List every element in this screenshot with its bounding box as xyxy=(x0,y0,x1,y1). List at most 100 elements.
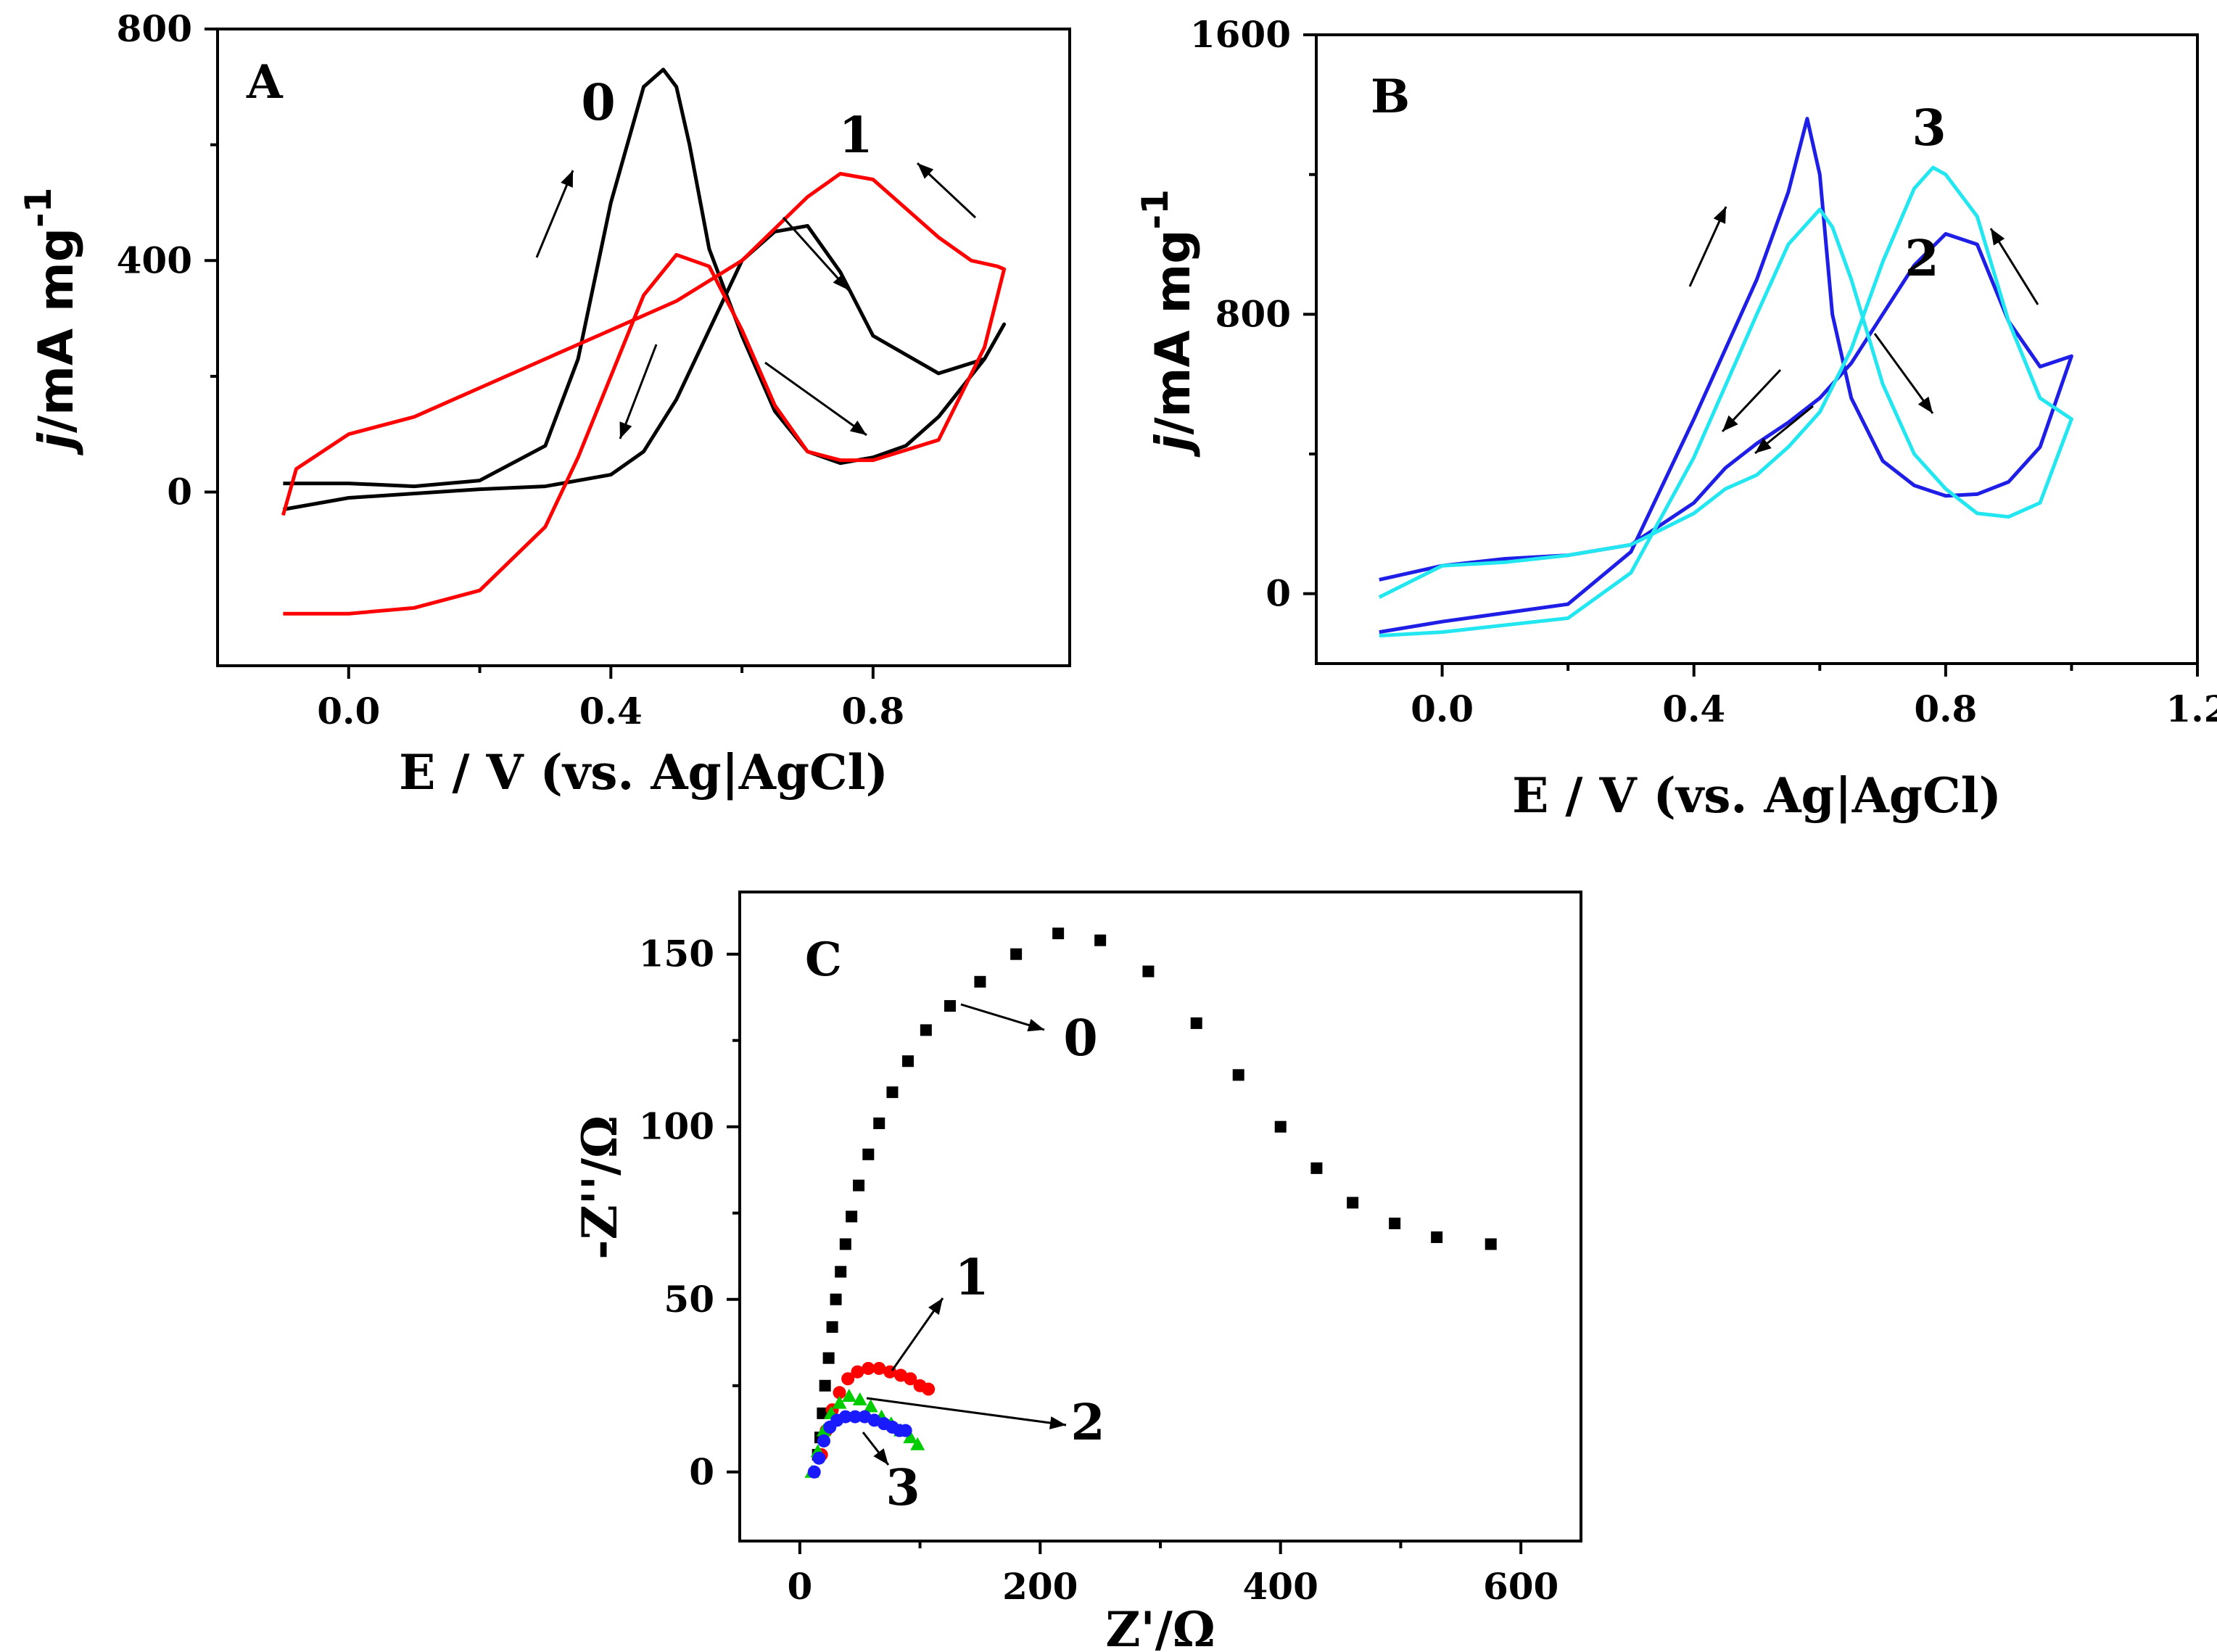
series-2-point xyxy=(852,1392,867,1405)
y-axis-title: -Z''/Ω xyxy=(571,1115,628,1260)
direction-arrow-head-2 xyxy=(1049,1416,1066,1429)
series-1-curve xyxy=(281,172,1007,616)
y-tick-label: 150 xyxy=(639,933,714,975)
y-axis-title: j/mA mg-1 xyxy=(1134,189,1201,458)
series-0-point xyxy=(822,1352,835,1364)
y-tick-label: 50 xyxy=(664,1278,714,1321)
direction-arrow-line-1 xyxy=(1873,333,1934,414)
series-0-point xyxy=(1190,1017,1202,1029)
plot-frame xyxy=(738,891,1582,1542)
curve-label-3: 3 xyxy=(1912,99,1946,157)
panel-label: B xyxy=(1371,70,1410,124)
series-0-point xyxy=(873,1117,885,1129)
series-0-point xyxy=(1094,934,1107,946)
series-0-point xyxy=(1347,1197,1359,1209)
series-3-point xyxy=(812,1451,826,1465)
series-1-point xyxy=(922,1382,936,1396)
direction-arrow-line-2 xyxy=(866,1397,1067,1426)
y-axis-title-superscript: -1 xyxy=(1134,189,1176,230)
direction-arrow-head-1 xyxy=(1917,396,1933,413)
series-0-point xyxy=(902,1055,914,1067)
series-0-point xyxy=(974,975,986,988)
direction-arrow-head-3 xyxy=(873,1448,888,1465)
y-tick-label: 800 xyxy=(117,7,192,50)
direction-arrow-head-4 xyxy=(849,420,867,435)
x-tick-label: 200 xyxy=(1002,1565,1078,1608)
direction-arrow-head-2 xyxy=(917,163,934,179)
x-axis-title: Z'/Ω xyxy=(1105,1601,1215,1652)
series-0-point xyxy=(1052,928,1065,940)
y-tick-label: 0 xyxy=(689,1450,714,1493)
y-tick-label: 0 xyxy=(1266,572,1291,615)
series-3-point xyxy=(807,1465,821,1479)
series-0-point xyxy=(819,1379,831,1392)
x-tick-label: 0.0 xyxy=(1411,687,1474,730)
series-0-point xyxy=(1232,1069,1244,1081)
series-0-point xyxy=(1310,1162,1323,1174)
series-0-point xyxy=(846,1210,858,1223)
y-tick-label: 1600 xyxy=(1190,13,1291,56)
series-0-point xyxy=(1431,1231,1443,1244)
y-axis-title-main: /mA mg xyxy=(1145,229,1201,434)
series-0-point xyxy=(862,1148,875,1160)
series-0-point xyxy=(826,1321,838,1333)
y-axis-title-main: /mA mg xyxy=(28,228,84,433)
x-tick-label: 0.4 xyxy=(579,690,643,732)
curve-label-1: 1 xyxy=(954,1249,988,1307)
x-tick-label: 600 xyxy=(1483,1565,1558,1608)
x-tick-label: 0.8 xyxy=(841,690,904,732)
series-2-curve xyxy=(1379,117,2073,635)
x-tick-label: 1.2 xyxy=(2166,687,2217,730)
direction-arrow-head-3 xyxy=(1722,415,1738,431)
y-tick-label: 800 xyxy=(1215,292,1291,335)
direction-arrow-head-0 xyxy=(1027,1018,1044,1032)
series-3-curve xyxy=(1378,165,2073,637)
series-0-point xyxy=(1485,1238,1497,1250)
direction-arrow-head-0 xyxy=(1713,207,1726,224)
series-1-point xyxy=(862,1361,875,1375)
series-0-point xyxy=(839,1238,851,1250)
curve-label-2: 2 xyxy=(1904,230,1939,288)
series-0-point xyxy=(1010,948,1023,960)
series-1-point xyxy=(841,1372,855,1386)
series-0-point xyxy=(1274,1120,1287,1133)
series-3-point xyxy=(817,1434,830,1447)
x-tick-label: 0 xyxy=(787,1565,812,1608)
y-axis-title: j/mA mg-1 xyxy=(17,187,84,455)
plot-frame xyxy=(1315,33,2199,665)
y-axis-title-superscript: -1 xyxy=(17,187,59,228)
direction-arrow-head-4 xyxy=(1755,438,1772,453)
x-tick-label: 0.0 xyxy=(317,690,380,732)
panel-a: 0.0 0.4 0.8 0 400 800 E / V (vs. Ag|AgCl) j/mA … xyxy=(17,7,1071,801)
series-2-point xyxy=(832,1395,847,1409)
series-1-point xyxy=(872,1361,886,1375)
series-0-point xyxy=(835,1265,847,1278)
direction-arrow-head-3 xyxy=(619,421,632,439)
direction-arrow-head-0 xyxy=(561,170,573,188)
series-2-point xyxy=(841,1389,856,1403)
series-2-point xyxy=(863,1399,878,1413)
series-0-point xyxy=(853,1179,865,1191)
series-0-curve xyxy=(282,67,1007,511)
direction-arrow-line-1 xyxy=(782,216,850,292)
panel-label: A xyxy=(246,55,284,110)
x-tick-label: 400 xyxy=(1243,1565,1318,1608)
panel-label: C xyxy=(805,933,842,987)
direction-arrow-head-1 xyxy=(833,273,849,290)
series-1-point xyxy=(904,1372,917,1386)
direction-arrow-line-4 xyxy=(764,361,867,437)
series-3-point xyxy=(849,1410,862,1424)
curve-label-0: 0 xyxy=(581,74,615,132)
y-axis-title-italic: j xyxy=(28,432,84,456)
series-0-point xyxy=(944,1000,956,1012)
x-axis-title: E / V (vs. Ag|AgCl) xyxy=(399,744,888,801)
x-axis-title: E / V (vs. Ag|AgCl) xyxy=(1512,767,2002,824)
y-tick-label: 100 xyxy=(639,1105,714,1148)
y-axis-title-italic: j xyxy=(1145,434,1201,458)
series-2-point xyxy=(903,1430,918,1444)
y-tick-label: 0 xyxy=(167,471,192,513)
direction-arrow-head-2 xyxy=(1991,228,2005,246)
series-0-point xyxy=(920,1024,932,1036)
series-0-point xyxy=(830,1293,842,1305)
